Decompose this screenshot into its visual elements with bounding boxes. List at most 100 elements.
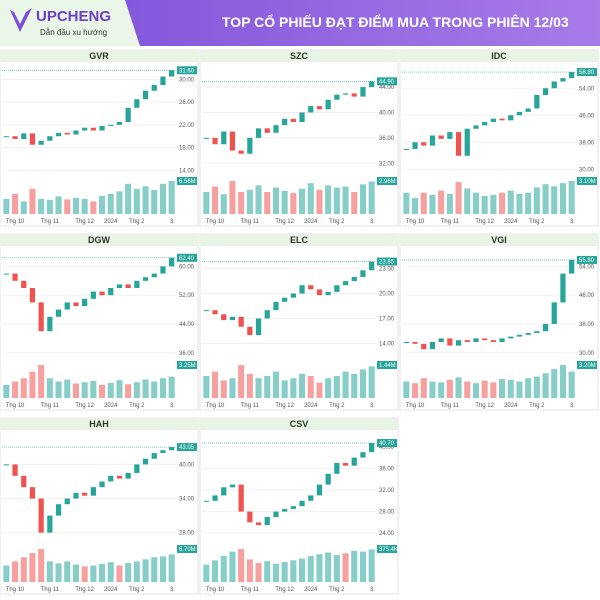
candle [412,342,418,344]
y-tick-label: 30.00 [179,77,195,83]
volume-bar [359,369,366,398]
x-tick-label: Thg 10 [206,219,225,225]
volume-bar [220,380,227,398]
last-price-label: 23.85 [379,260,395,266]
candle [499,338,505,342]
ticker: SZC [290,51,309,61]
volume-bar [533,376,540,398]
page-title: TOP CỔ PHIẾU ĐẠT ĐIỂM MUA TRONG PHIÊN 12… [222,14,569,30]
charts: GVR 14.00 18.00 22.00 26.00 30.00 Thg 10 Thg 11… [0,49,599,595]
volume-bar [212,560,219,582]
candle [369,443,375,453]
candle [82,127,88,131]
last-price-box [177,253,197,262]
candle [264,128,270,133]
volume-bar [133,561,140,582]
candle [299,500,305,507]
last-price-box [377,77,397,86]
candle [90,127,96,131]
volume-bar [220,555,227,582]
candle [90,487,96,496]
candle [229,131,236,151]
volume-bar [333,187,340,214]
volume-bar [99,384,106,398]
candle [238,316,244,327]
candle [55,309,62,317]
candle [99,291,105,296]
candle [342,281,349,286]
x-tick-label: Thg 12 [275,403,294,409]
x-tick-label: Thg 11 [41,587,60,593]
candle [142,458,149,465]
candle [429,135,436,146]
candle [108,124,114,126]
x-tick-label: Thg 2 [129,587,145,593]
volume-bar [238,549,245,582]
volume-bar [272,371,279,398]
x-tick-label: 3 [170,403,174,409]
volume-bar [342,371,349,398]
candle [212,137,218,145]
volume-bar [351,373,358,398]
candle [38,140,44,145]
volume-bar [212,186,219,214]
volume-bar [203,564,210,582]
x-tick-label: Thg 12 [475,403,494,409]
volume-bar [133,188,140,214]
x-tick-label: Thg 10 [206,403,225,409]
x-tick-label: 2024 [304,219,318,225]
x-tick-label: Thg 10 [6,403,25,409]
candle [447,338,453,346]
x-tick-label: Thg 12 [75,219,94,225]
candle [264,310,270,319]
candle [116,284,123,288]
volume-bar [72,383,79,398]
volume-bar [38,198,45,214]
y-tick-label: 46.00 [579,293,595,299]
volume-bar [446,379,453,398]
x-tick-label: Thg 2 [529,403,545,409]
candle [412,142,418,149]
y-tick-label: 26.00 [179,100,195,106]
volume-bar [229,181,236,214]
y-tick-label: 28.00 [379,510,395,516]
volume-bar [142,186,149,214]
volume-bar [342,186,349,214]
last-price-label: 40.70 [379,441,395,447]
candle [221,131,227,145]
volume-bar [481,195,488,214]
last-volume-box [577,361,597,369]
candle [316,484,323,496]
x-tick-label: 3 [570,403,574,409]
candle [3,464,9,466]
volume-bar [229,378,236,398]
volume-bar [507,379,514,398]
candle [82,492,88,496]
candle [12,464,18,476]
x-tick-label: Thg 12 [75,403,94,409]
x-tick-label: Thg 11 [241,587,260,593]
volume-bar [507,190,514,214]
volume-bar [3,565,10,582]
last-volume-label: 3.25M [179,363,196,369]
volume-bar [438,190,445,214]
candle [21,133,27,140]
y-tick-label: 30.00 [579,167,595,173]
volume-bar [299,188,306,214]
y-tick-label: 30.00 [579,351,595,357]
ticker: GVR [89,51,109,61]
candle [64,498,70,505]
volume-bar [246,189,253,214]
last-volume-label: 2.96M [379,179,396,185]
x-tick-label: Thg 2 [329,219,345,225]
last-volume-label: 3.10M [579,179,596,185]
volume-bar [403,192,410,214]
volume-bar [542,184,549,214]
y-tick-label: 40.00 [179,462,195,468]
volume-bar [90,565,97,582]
candle [247,137,253,154]
x-tick-label: 2024 [304,587,318,593]
volume-bar [325,185,332,214]
x-tick-label: 3 [370,403,374,409]
volume-bar [3,198,10,214]
